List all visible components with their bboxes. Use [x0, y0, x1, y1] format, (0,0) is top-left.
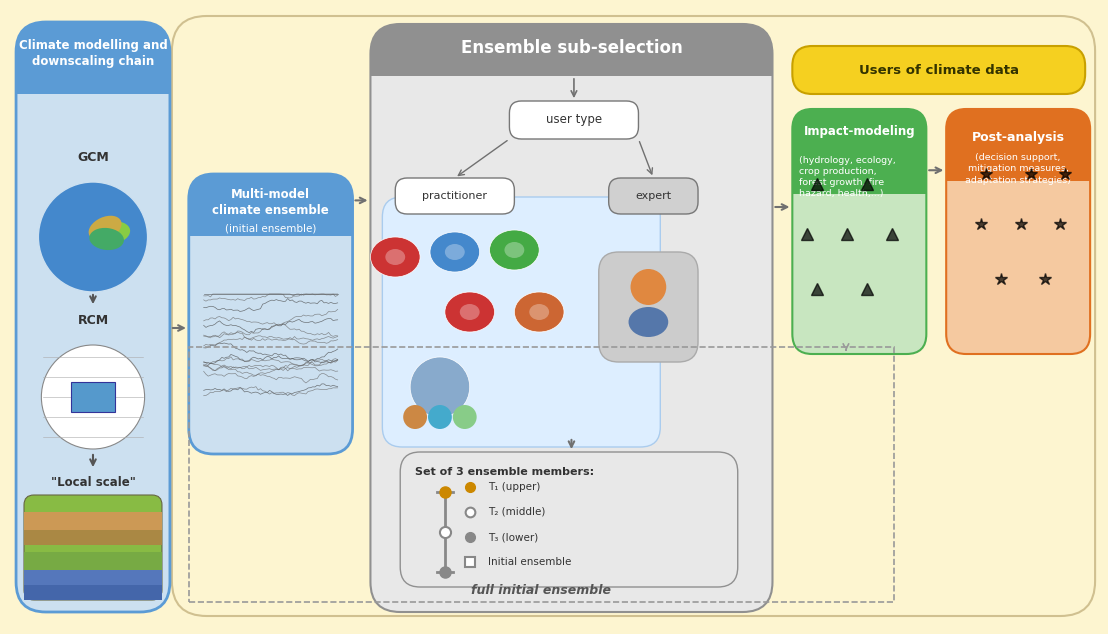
Text: GCM: GCM: [78, 150, 109, 164]
Bar: [16, 58, 170, 94]
Ellipse shape: [386, 249, 406, 265]
FancyBboxPatch shape: [16, 22, 170, 612]
FancyBboxPatch shape: [16, 22, 170, 94]
FancyBboxPatch shape: [188, 174, 352, 454]
Bar: [24, 512, 162, 530]
Bar: [188, 205, 352, 236]
Ellipse shape: [90, 228, 124, 250]
Bar: [188, 347, 893, 602]
Text: Initial ensemble: Initial ensemble: [488, 557, 571, 567]
Circle shape: [630, 269, 666, 305]
Text: Set of 3 ensemble members:: Set of 3 ensemble members:: [416, 467, 594, 477]
Text: "Local scale": "Local scale": [51, 476, 135, 489]
FancyBboxPatch shape: [370, 24, 772, 76]
Circle shape: [453, 405, 476, 429]
FancyBboxPatch shape: [792, 109, 926, 354]
Ellipse shape: [370, 237, 420, 277]
Bar: [24, 567, 162, 585]
FancyBboxPatch shape: [396, 178, 514, 214]
FancyBboxPatch shape: [792, 46, 1085, 94]
Text: Impact-modeling: Impact-modeling: [804, 124, 916, 138]
Bar: [946, 145, 1090, 181]
Text: (decision support,
mitigation measures,
adaptation strategies): (decision support, mitigation measures, …: [965, 153, 1071, 184]
Bar: [71, 382, 115, 412]
FancyBboxPatch shape: [370, 24, 772, 612]
Ellipse shape: [504, 242, 524, 258]
FancyBboxPatch shape: [188, 174, 352, 236]
Text: T₁ (upper): T₁ (upper): [488, 482, 540, 492]
Text: (initial ensemble): (initial ensemble): [225, 223, 317, 233]
Ellipse shape: [530, 304, 550, 320]
Text: RCM: RCM: [78, 313, 109, 327]
Text: T₂ (middle): T₂ (middle): [488, 507, 545, 517]
FancyBboxPatch shape: [608, 178, 698, 214]
Text: practitioner: practitioner: [422, 191, 488, 201]
FancyBboxPatch shape: [382, 197, 660, 447]
Bar: [24, 552, 162, 570]
FancyBboxPatch shape: [598, 252, 698, 362]
Text: Multi-model
climate ensemble: Multi-model climate ensemble: [213, 188, 329, 216]
Text: Ensemble sub-selection: Ensemble sub-selection: [461, 39, 683, 57]
FancyBboxPatch shape: [172, 16, 1095, 616]
Circle shape: [410, 357, 470, 417]
Text: user type: user type: [546, 113, 602, 127]
Circle shape: [403, 405, 427, 429]
Text: expert: expert: [635, 191, 671, 201]
Text: full initial ensemble: full initial ensemble: [471, 583, 612, 597]
Ellipse shape: [430, 232, 480, 272]
FancyBboxPatch shape: [946, 109, 1090, 181]
Ellipse shape: [490, 230, 540, 270]
Ellipse shape: [89, 216, 122, 240]
Ellipse shape: [445, 244, 464, 260]
FancyBboxPatch shape: [946, 109, 1090, 354]
Bar: [24, 527, 162, 545]
Ellipse shape: [628, 307, 668, 337]
Circle shape: [39, 182, 147, 292]
Ellipse shape: [445, 292, 494, 332]
Text: (hydrology, ecology,
crop production,
forest growth, fire
hazard, health,...): (hydrology, ecology, crop production, fo…: [799, 156, 896, 198]
Ellipse shape: [95, 221, 130, 243]
Text: Post-analysis: Post-analysis: [972, 131, 1065, 143]
Bar: [370, 50, 772, 76]
Bar: [792, 152, 926, 194]
Text: Climate modelling and
downscaling chain: Climate modelling and downscaling chain: [19, 39, 167, 68]
Circle shape: [428, 405, 452, 429]
FancyBboxPatch shape: [510, 101, 638, 139]
FancyBboxPatch shape: [400, 452, 738, 587]
Bar: [24, 582, 162, 600]
FancyBboxPatch shape: [792, 109, 926, 194]
Ellipse shape: [460, 304, 480, 320]
Text: T₃ (lower): T₃ (lower): [488, 532, 537, 542]
Text: Users of climate data: Users of climate data: [859, 63, 1018, 77]
FancyBboxPatch shape: [24, 495, 162, 600]
Ellipse shape: [514, 292, 564, 332]
Circle shape: [41, 345, 145, 449]
